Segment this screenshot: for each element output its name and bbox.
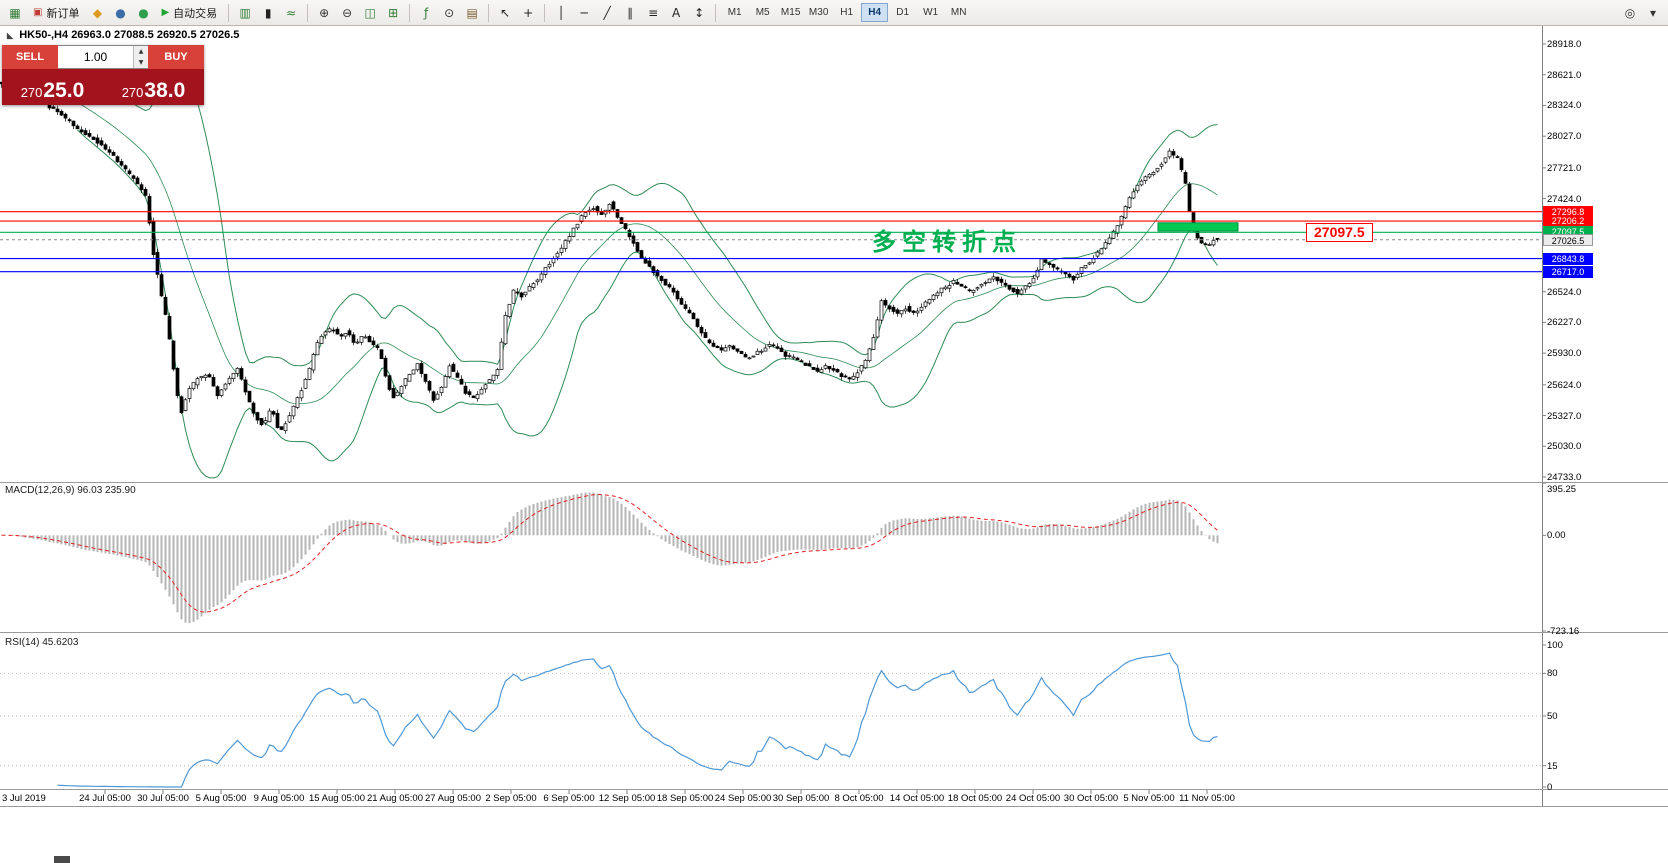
buy-price-main: 270 bbox=[121, 85, 144, 100]
taskbar-artifact bbox=[54, 856, 70, 863]
trendline-icon[interactable]: ╱ bbox=[596, 3, 618, 23]
one-click-trading-panel: SELL 1.00 ▲ ▼ BUY 270 25.0 270 38.0 bbox=[2, 45, 204, 105]
sell-price-pips: 25.0 bbox=[43, 79, 85, 102]
auto-trading-button[interactable]: ▶ 自动交易 bbox=[155, 3, 223, 23]
vertical-line-icon[interactable]: │ bbox=[550, 3, 572, 23]
candlestick-chart-icon[interactable]: ▮ bbox=[257, 3, 279, 23]
auto-arrange-icon[interactable]: ⊞ bbox=[382, 3, 404, 23]
arrows-icon[interactable]: ↕ bbox=[688, 3, 710, 23]
periods-icon[interactable]: ⊙ bbox=[438, 3, 460, 23]
timeframe-m30-button[interactable]: M30 bbox=[805, 3, 832, 22]
toolbar-separator bbox=[488, 3, 490, 22]
fibonacci-icon[interactable]: ≡ bbox=[642, 3, 664, 23]
symbol-ohlc: 26963.0 27088.5 26920.5 27026.5 bbox=[71, 29, 240, 41]
quick-menu-icon[interactable]: ▾ bbox=[1642, 3, 1664, 23]
community-icon[interactable]: ● bbox=[132, 3, 154, 23]
cursor-icon[interactable]: ↖ bbox=[494, 3, 516, 23]
trade-panel-top-row: SELL 1.00 ▲ ▼ BUY bbox=[2, 45, 204, 69]
buy-button[interactable]: BUY bbox=[148, 45, 204, 69]
new-chart-icon[interactable]: ▦ bbox=[4, 3, 26, 23]
new-order-button[interactable]: ▣ 新订单 bbox=[27, 3, 85, 23]
timeframe-h1-button[interactable]: H1 bbox=[833, 3, 860, 22]
sell-price-main: 270 bbox=[20, 85, 43, 100]
sell-button[interactable]: SELL bbox=[2, 45, 58, 69]
timeframe-h4-button[interactable]: H4 bbox=[861, 3, 889, 22]
timeframe-mn-button[interactable]: MN bbox=[945, 3, 972, 22]
symbol-name: HK50-,H4 bbox=[19, 29, 69, 41]
toolbar-separator bbox=[307, 3, 309, 22]
bar-chart-icon[interactable]: ▥ bbox=[234, 3, 256, 23]
tile-windows-icon[interactable]: ◫ bbox=[359, 3, 381, 23]
volume-control[interactable]: 1.00 ▲ ▼ bbox=[58, 45, 148, 69]
timeframe-w1-button[interactable]: W1 bbox=[917, 3, 944, 22]
toolbar-separator bbox=[544, 3, 546, 22]
chart-annotation-text: 多空转折点 bbox=[872, 229, 1022, 256]
timeframe-m5-button[interactable]: M5 bbox=[749, 3, 776, 22]
macd-indicator-label: MACD(12,26,9) 96.03 235.90 bbox=[5, 485, 136, 496]
search-icon[interactable]: ◎ bbox=[1619, 3, 1641, 23]
channel-icon[interactable]: ∥ bbox=[619, 3, 641, 23]
auto-trading-button-label: 自动交易 bbox=[173, 7, 218, 20]
crosshair-icon[interactable]: + bbox=[517, 3, 539, 23]
chart-corner-icon: ◣ bbox=[7, 31, 14, 40]
new-order-button-label: 新订单 bbox=[46, 7, 80, 20]
toolbar-separator bbox=[409, 3, 411, 22]
volume-value[interactable]: 1.00 bbox=[83, 50, 108, 64]
timeframe-m15-button[interactable]: M15 bbox=[777, 3, 804, 22]
line-chart-icon[interactable]: ≈ bbox=[280, 3, 302, 23]
templates-icon[interactable]: ▤ bbox=[461, 3, 483, 23]
profile-icon[interactable]: ◆ bbox=[86, 3, 108, 23]
text-label-icon[interactable]: A bbox=[665, 3, 687, 23]
horizontal-line-icon[interactable]: ─ bbox=[573, 3, 595, 23]
autotrade-play-icon: ▶ bbox=[161, 7, 170, 18]
main-toolbar: ▦ ▣ 新订单 ◆ ● ● ▶ 自动交易 ▥ ▮ ≈ ⊕ ⊖ ◫ ⊞ ƒ ⊙ ▤ ↖ + │ ─ ╱ ∥ ≡ A ↕ M1 M5 M15 M… bbox=[0, 0, 1668, 26]
buy-price-pips: 38.0 bbox=[144, 79, 186, 102]
zoom-in-icon[interactable]: ⊕ bbox=[313, 3, 335, 23]
toolbar-items: ▦ ▣ 新订单 ◆ ● ● ▶ 自动交易 ▥ ▮ ≈ ⊕ ⊖ ◫ ⊞ ƒ ⊙ ▤ ↖ + │ ─ ╱ ∥ ≡ A ↕ M1 M5 M15 M… bbox=[0, 0, 1668, 25]
new-order-icon: ▣ bbox=[33, 7, 43, 18]
volume-down-icon[interactable]: ▼ bbox=[134, 57, 148, 68]
symbol-info: ◣ HK50-,H4 26963.0 27088.5 26920.5 27026… bbox=[7, 29, 239, 41]
trade-panel-prices: 270 25.0 270 38.0 bbox=[2, 69, 204, 105]
timeframe-d1-button[interactable]: D1 bbox=[889, 3, 916, 22]
zoom-out-icon[interactable]: ⊖ bbox=[336, 3, 358, 23]
market-watch-icon[interactable]: ● bbox=[109, 3, 131, 23]
volume-spinner[interactable]: ▲ ▼ bbox=[133, 46, 148, 68]
toolbar-separator bbox=[715, 3, 717, 22]
toolbar-separator bbox=[228, 3, 230, 22]
buy-price[interactable]: 270 38.0 bbox=[103, 69, 204, 105]
price-callout-label: 27097.5 bbox=[1306, 223, 1373, 243]
sell-price[interactable]: 270 25.0 bbox=[2, 69, 103, 105]
volume-up-icon[interactable]: ▲ bbox=[134, 46, 148, 57]
rsi-indicator-label: RSI(14) 45.6203 bbox=[5, 637, 79, 648]
timeframe-m1-button[interactable]: M1 bbox=[721, 3, 748, 22]
indicators-icon[interactable]: ƒ bbox=[415, 3, 437, 23]
